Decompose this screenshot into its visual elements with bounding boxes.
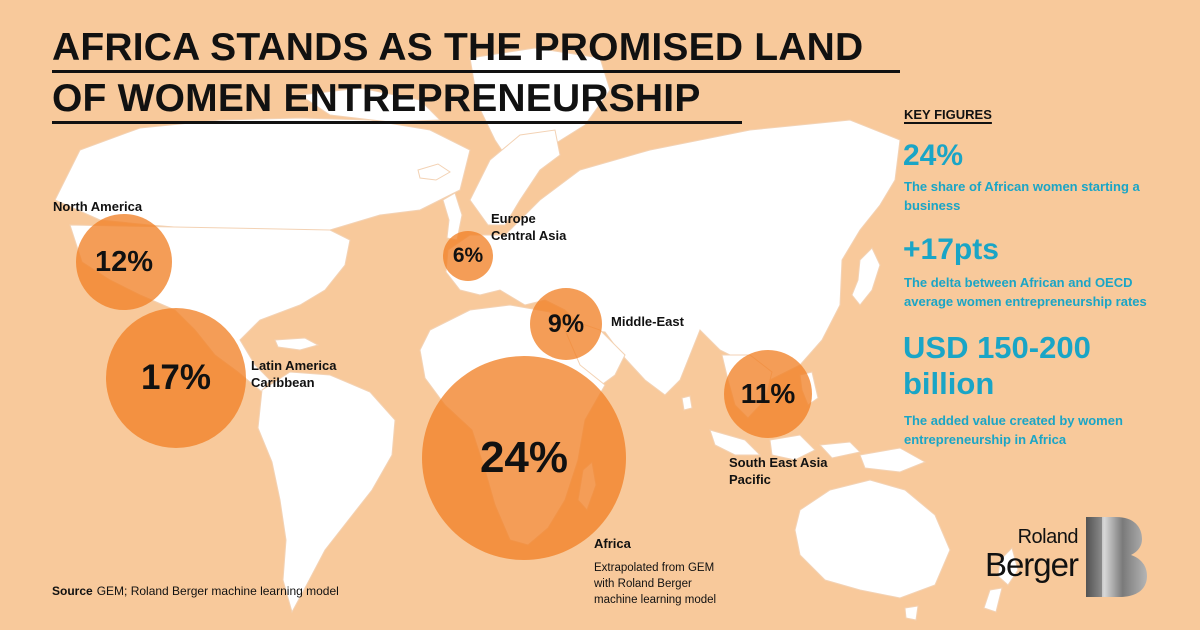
srilanka-shape bbox=[681, 395, 693, 411]
label-latin-america: Latin America Caribbean bbox=[251, 358, 337, 390]
source-label: Source bbox=[52, 584, 93, 598]
title-underline-1 bbox=[52, 70, 900, 73]
bubble-africa: 24% bbox=[422, 356, 626, 560]
label-south-east-asia: South East Asia Pacific bbox=[729, 455, 828, 487]
caribbean-shape bbox=[274, 337, 320, 351]
bubble-south-east-asia: 11% bbox=[724, 350, 812, 438]
new-zealand-shape bbox=[983, 547, 1019, 613]
title-underline-2 bbox=[52, 121, 742, 124]
key-figure-desc-3: The added value created by women entrepr… bbox=[904, 413, 1123, 447]
africa-note: Extrapolated from GEM with Roland Berger… bbox=[594, 562, 717, 606]
label-north-america: North America bbox=[53, 199, 143, 214]
logo-line-2: Berger bbox=[984, 546, 1079, 583]
key-figure-desc-2: The delta between African and OECD avera… bbox=[904, 275, 1147, 309]
key-figure-value-3: USD 150-200 billion bbox=[903, 330, 1091, 401]
logo-line-1: Roland bbox=[1017, 526, 1079, 548]
key-figure-value-2: +17pts bbox=[903, 233, 999, 266]
key-figure-value-1: 24% bbox=[903, 139, 964, 172]
key-figures-heading: KEY FIGURES bbox=[904, 107, 992, 122]
japan-shape bbox=[851, 247, 881, 306]
source-line: Source GEM; Roland Berger machine learnin… bbox=[52, 584, 339, 598]
papua-shape bbox=[859, 447, 927, 473]
bubble-middle-east: 9% bbox=[530, 288, 602, 360]
label-africa: Africa bbox=[594, 536, 631, 551]
label-europe: Europe Central Asia bbox=[491, 211, 567, 243]
label-middle-east: Middle-East bbox=[611, 314, 684, 329]
indonesia-shape bbox=[709, 429, 862, 461]
roland-berger-b-logo bbox=[1086, 517, 1147, 597]
iceland-shape bbox=[417, 163, 451, 181]
bubble-north-america: 12% bbox=[76, 214, 172, 310]
bubble-latin-america: 17% bbox=[106, 308, 246, 448]
roland-berger-wordmark: Roland Berger bbox=[975, 526, 1079, 583]
source-text: GEM; Roland Berger machine learning mode… bbox=[96, 584, 339, 598]
scandinavia-shape bbox=[469, 129, 561, 226]
south-america-shape bbox=[257, 371, 396, 614]
key-figure-desc-1: The share of African women starting a bu… bbox=[904, 179, 1140, 213]
tasmania-shape bbox=[904, 605, 919, 621]
title-line-1: AFRICA STANDS AS THE PROMISED LAND bbox=[52, 26, 864, 69]
bubble-europe: 6% bbox=[443, 231, 493, 281]
arctic-islands-shape bbox=[298, 87, 442, 123]
title-line-2: OF WOMEN ENTREPRENEURSHIP bbox=[52, 77, 701, 120]
australia-shape bbox=[794, 479, 951, 599]
